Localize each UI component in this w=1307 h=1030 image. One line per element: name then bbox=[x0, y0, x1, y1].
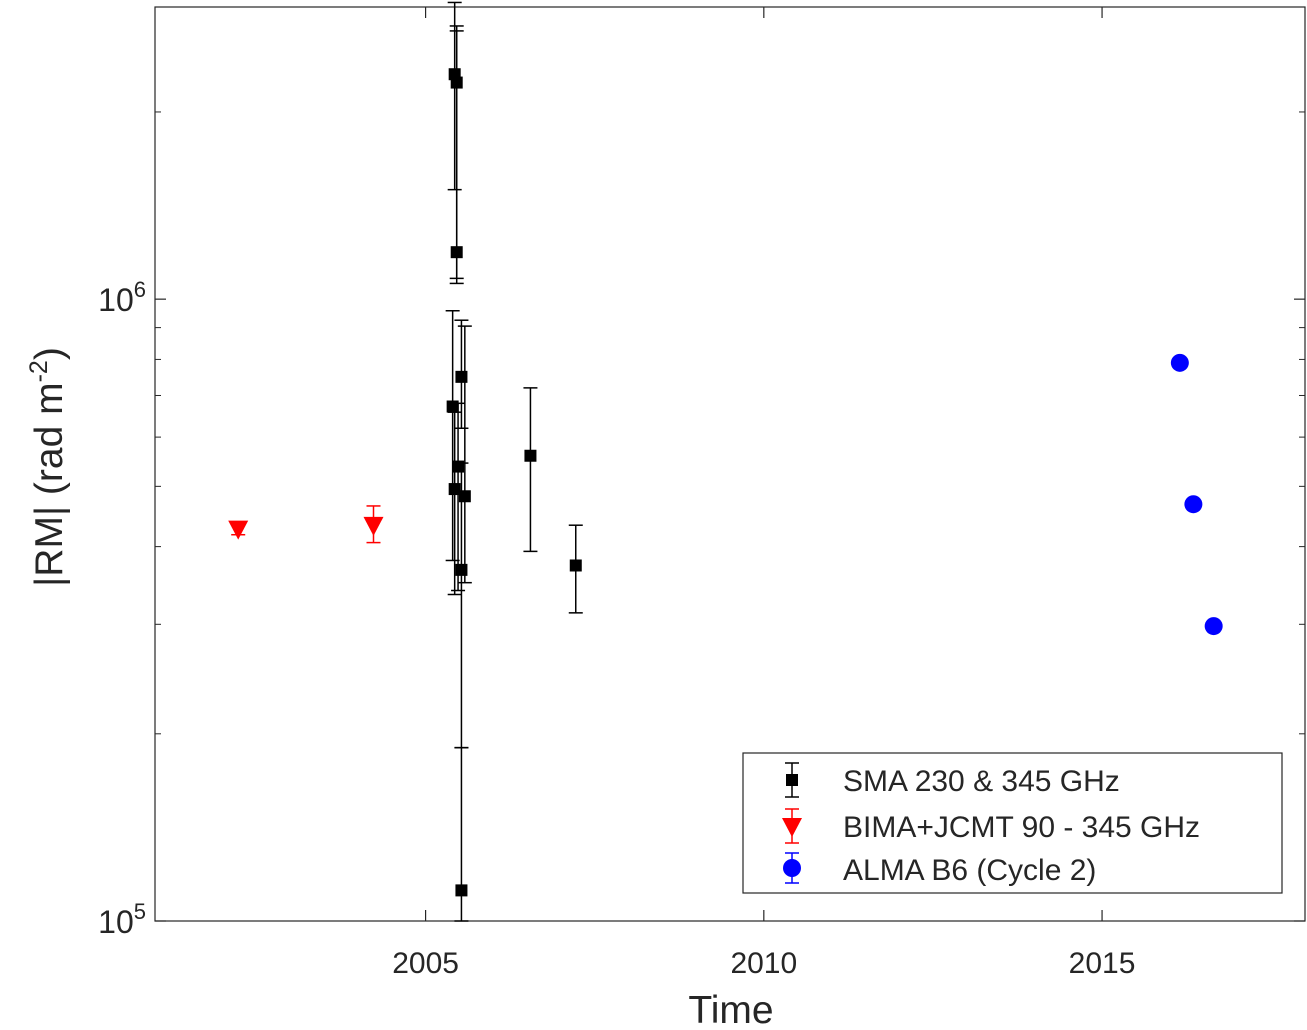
error-bars bbox=[231, 1, 583, 922]
data-point-triangle bbox=[228, 520, 249, 540]
x-tick-label: 2010 bbox=[730, 947, 797, 980]
y-axis-label-superscript: -2 bbox=[25, 360, 53, 382]
y-tick-label: 105 bbox=[98, 899, 146, 940]
legend-entry-alma: ALMA B6 (Cycle 2) bbox=[783, 852, 1096, 887]
y-axis-label-main: |RM| (rad m bbox=[28, 382, 71, 586]
data-point-square bbox=[458, 490, 471, 503]
data-point-square bbox=[569, 559, 582, 572]
y-axis-label-close: ) bbox=[28, 347, 71, 360]
legend-box bbox=[742, 752, 1283, 894]
legend-entry-bima-jcmt: BIMA+JCMT 90 - 345 GHz bbox=[782, 808, 1200, 844]
data-point-square bbox=[450, 246, 463, 259]
y-axis-label: |RM| (rad m-2) bbox=[25, 347, 71, 587]
legend-marker-circle-blue-icon bbox=[783, 852, 801, 884]
legend-marker-triangle-red-icon bbox=[782, 808, 802, 844]
data-point-square bbox=[446, 400, 459, 413]
data-point-square bbox=[450, 76, 463, 89]
x-tick-label: 2015 bbox=[1069, 947, 1136, 980]
data-point-circle bbox=[1170, 353, 1189, 372]
legend-label-alma: ALMA B6 (Cycle 2) bbox=[843, 854, 1096, 887]
data-point-triangle bbox=[363, 516, 384, 536]
legend-label-bima-jcmt: BIMA+JCMT 90 - 345 GHz bbox=[843, 811, 1200, 844]
x-tick-label: 2005 bbox=[392, 947, 459, 980]
data-point-square bbox=[448, 483, 461, 496]
data-point-square bbox=[524, 449, 537, 462]
y-tick-label: 106 bbox=[98, 277, 146, 318]
x-axis-label: Time bbox=[688, 989, 773, 1030]
data-point-square bbox=[452, 460, 465, 473]
data-point-circle bbox=[1184, 495, 1203, 514]
data-point-square bbox=[455, 884, 468, 897]
legend-marker-square-black-icon bbox=[785, 762, 799, 798]
axis-ticks: 2005 2010 2015 105 106 bbox=[98, 7, 1305, 980]
legend-entry-sma: SMA 230 & 345 GHz bbox=[785, 762, 1120, 798]
data-point-square bbox=[455, 563, 468, 576]
legend-label-sma: SMA 230 & 345 GHz bbox=[843, 765, 1120, 798]
axes-box bbox=[154, 6, 1306, 922]
legend: SMA 230 & 345 GHz BIMA+JCMT 90 - 345 GHz… bbox=[742, 752, 1283, 894]
data-point-circle bbox=[1204, 617, 1223, 636]
data-markers bbox=[228, 68, 1223, 897]
data-point-square bbox=[455, 370, 468, 383]
plot-area bbox=[154, 6, 1306, 922]
